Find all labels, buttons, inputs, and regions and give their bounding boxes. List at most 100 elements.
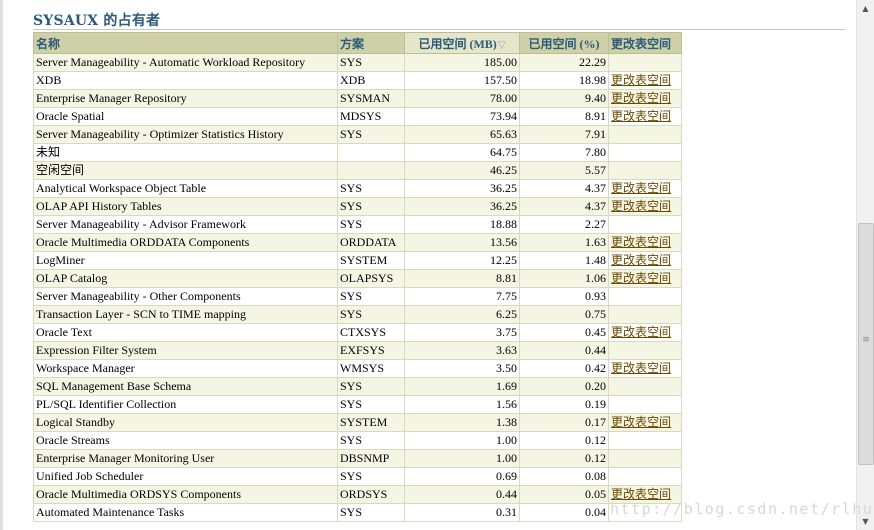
- cell-change-tablespace: [608, 467, 682, 486]
- cell-used-pct: 2.27: [519, 215, 609, 234]
- cell-used-mb: 7.75: [404, 287, 520, 306]
- table-row: LogMiner SYSTEM 12.25 1.48 更改表空间: [33, 251, 682, 270]
- cell-change-tablespace: 更改表空间: [608, 251, 682, 270]
- cell-schema: SYSTEM: [337, 413, 405, 432]
- cell-change-tablespace: [608, 377, 682, 396]
- cell-used-mb: 3.75: [404, 323, 520, 342]
- scroll-up-arrow-icon[interactable]: ▲: [862, 4, 869, 13]
- cell-used-mb: 0.69: [404, 467, 520, 486]
- change-tablespace-link[interactable]: 更改表空间: [611, 361, 672, 375]
- cell-name: Analytical Workspace Object Table: [33, 179, 338, 198]
- cell-used-pct: 0.42: [519, 359, 609, 378]
- sort-descending-icon: ▽: [497, 39, 506, 51]
- change-tablespace-link[interactable]: 更改表空间: [611, 73, 672, 87]
- table-row: Enterprise Manager Monitoring User DBSNMP…: [33, 449, 682, 468]
- cell-used-mb: 64.75: [404, 143, 520, 162]
- col-header-change-tablespace: 更改表空间: [608, 32, 682, 54]
- cell-used-mb: 1.69: [404, 377, 520, 396]
- col-header-used-mb[interactable]: 已用空间 (MB)▽: [404, 32, 520, 54]
- cell-change-tablespace: [608, 341, 682, 360]
- cell-used-pct: 0.93: [519, 287, 609, 306]
- col-header-schema[interactable]: 方案: [337, 32, 405, 54]
- cell-schema: SYS: [337, 431, 405, 450]
- cell-schema: EXFSYS: [337, 341, 405, 360]
- cell-change-tablespace: [608, 431, 682, 450]
- cell-used-pct: 1.63: [519, 233, 609, 252]
- cell-schema: SYS: [337, 305, 405, 324]
- cell-used-mb: 36.25: [404, 179, 520, 198]
- cell-schema: CTXSYS: [337, 323, 405, 342]
- table-row: Automated Maintenance Tasks SYS 0.31 0.04: [33, 503, 682, 522]
- cell-name: Unified Job Scheduler: [33, 467, 338, 486]
- table-row: Server Manageability - Advisor Framework…: [33, 215, 682, 234]
- cell-change-tablespace: 更改表空间: [608, 485, 682, 504]
- sysaux-occupants-table: 名称 方案 已用空间 (MB)▽ 已用空间 (%) 更改表空间 Server M…: [33, 32, 682, 522]
- change-tablespace-link[interactable]: 更改表空间: [611, 487, 672, 501]
- cell-used-pct: 0.04: [519, 503, 609, 522]
- cell-used-mb: 73.94: [404, 107, 520, 126]
- cell-name: Enterprise Manager Repository: [33, 89, 338, 108]
- cell-schema: SYSMAN: [337, 89, 405, 108]
- cell-name: Expression Filter System: [33, 341, 338, 360]
- cell-used-pct: 0.08: [519, 467, 609, 486]
- cell-used-pct: 8.91: [519, 107, 609, 126]
- cell-used-mb: 0.31: [404, 503, 520, 522]
- cell-used-mb: 6.25: [404, 305, 520, 324]
- cell-change-tablespace: 更改表空间: [608, 323, 682, 342]
- cell-schema: SYSTEM: [337, 251, 405, 270]
- cell-name: Server Manageability - Automatic Workloa…: [33, 53, 338, 72]
- cell-used-mb: 0.44: [404, 485, 520, 504]
- cell-used-pct: 7.91: [519, 125, 609, 144]
- cell-used-pct: 0.12: [519, 449, 609, 468]
- vertical-scrollbar[interactable]: ▲ ≡ ▼: [856, 0, 874, 530]
- cell-change-tablespace: 更改表空间: [608, 89, 682, 108]
- col-header-name[interactable]: 名称: [33, 32, 338, 54]
- cell-schema: SYS: [337, 395, 405, 414]
- cell-used-pct: 0.05: [519, 485, 609, 504]
- cell-name: Oracle Spatial: [33, 107, 338, 126]
- cell-schema: SYS: [337, 503, 405, 522]
- table-row: Oracle Multimedia ORDSYS Components ORDSY…: [33, 485, 682, 504]
- table-row: Transaction Layer - SCN to TIME mapping S…: [33, 305, 682, 324]
- cell-change-tablespace: 更改表空间: [608, 413, 682, 432]
- cell-used-mb: 8.81: [404, 269, 520, 288]
- cell-name: SQL Management Base Schema: [33, 377, 338, 396]
- cell-schema: SYS: [337, 377, 405, 396]
- col-header-used-pct[interactable]: 已用空间 (%): [519, 32, 609, 54]
- section-title: SYSAUX 的占有者: [33, 13, 161, 29]
- cell-used-pct: 0.20: [519, 377, 609, 396]
- table-row: 空闲空间 46.25 5.57: [33, 161, 682, 180]
- change-tablespace-link[interactable]: 更改表空间: [611, 235, 672, 249]
- table-row: XDB XDB 157.50 18.98 更改表空间: [33, 71, 682, 90]
- change-tablespace-link[interactable]: 更改表空间: [611, 415, 672, 429]
- table-row: Expression Filter System EXFSYS 3.63 0.44: [33, 341, 682, 360]
- cell-used-pct: 18.98: [519, 71, 609, 90]
- cell-name: LogMiner: [33, 251, 338, 270]
- cell-used-pct: 0.75: [519, 305, 609, 324]
- cell-name: Workspace Manager: [33, 359, 338, 378]
- cell-used-mb: 12.25: [404, 251, 520, 270]
- change-tablespace-link[interactable]: 更改表空间: [611, 181, 672, 195]
- change-tablespace-link[interactable]: 更改表空间: [611, 109, 672, 123]
- cell-change-tablespace: [608, 503, 682, 522]
- cell-used-pct: 4.37: [519, 179, 609, 198]
- scrollbar-thumb[interactable]: ≡: [858, 223, 874, 465]
- table-row: Unified Job Scheduler SYS 0.69 0.08: [33, 467, 682, 486]
- cell-used-mb: 36.25: [404, 197, 520, 216]
- cell-schema: [337, 143, 405, 162]
- change-tablespace-link[interactable]: 更改表空间: [611, 91, 672, 105]
- change-tablespace-link[interactable]: 更改表空间: [611, 271, 672, 285]
- watermark: http://blog.csdn.net/rlhua: [610, 500, 874, 518]
- change-tablespace-link[interactable]: 更改表空间: [611, 253, 672, 267]
- col-header-used-mb-label: 已用空间 (MB): [418, 36, 497, 51]
- table-row: Oracle Multimedia ORDDATA Components ORDD…: [33, 233, 682, 252]
- change-tablespace-link[interactable]: 更改表空间: [611, 199, 672, 213]
- table-row: Enterprise Manager Repository SYSMAN 78.00…: [33, 89, 682, 108]
- scroll-down-arrow-icon[interactable]: ▼: [862, 517, 869, 526]
- cell-used-mb: 3.50: [404, 359, 520, 378]
- cell-name: Enterprise Manager Monitoring User: [33, 449, 338, 468]
- table-row: SQL Management Base Schema SYS 1.69 0.20: [33, 377, 682, 396]
- table-row: Server Manageability - Other Components S…: [33, 287, 682, 306]
- change-tablespace-link[interactable]: 更改表空间: [611, 325, 672, 339]
- cell-used-mb: 13.56: [404, 233, 520, 252]
